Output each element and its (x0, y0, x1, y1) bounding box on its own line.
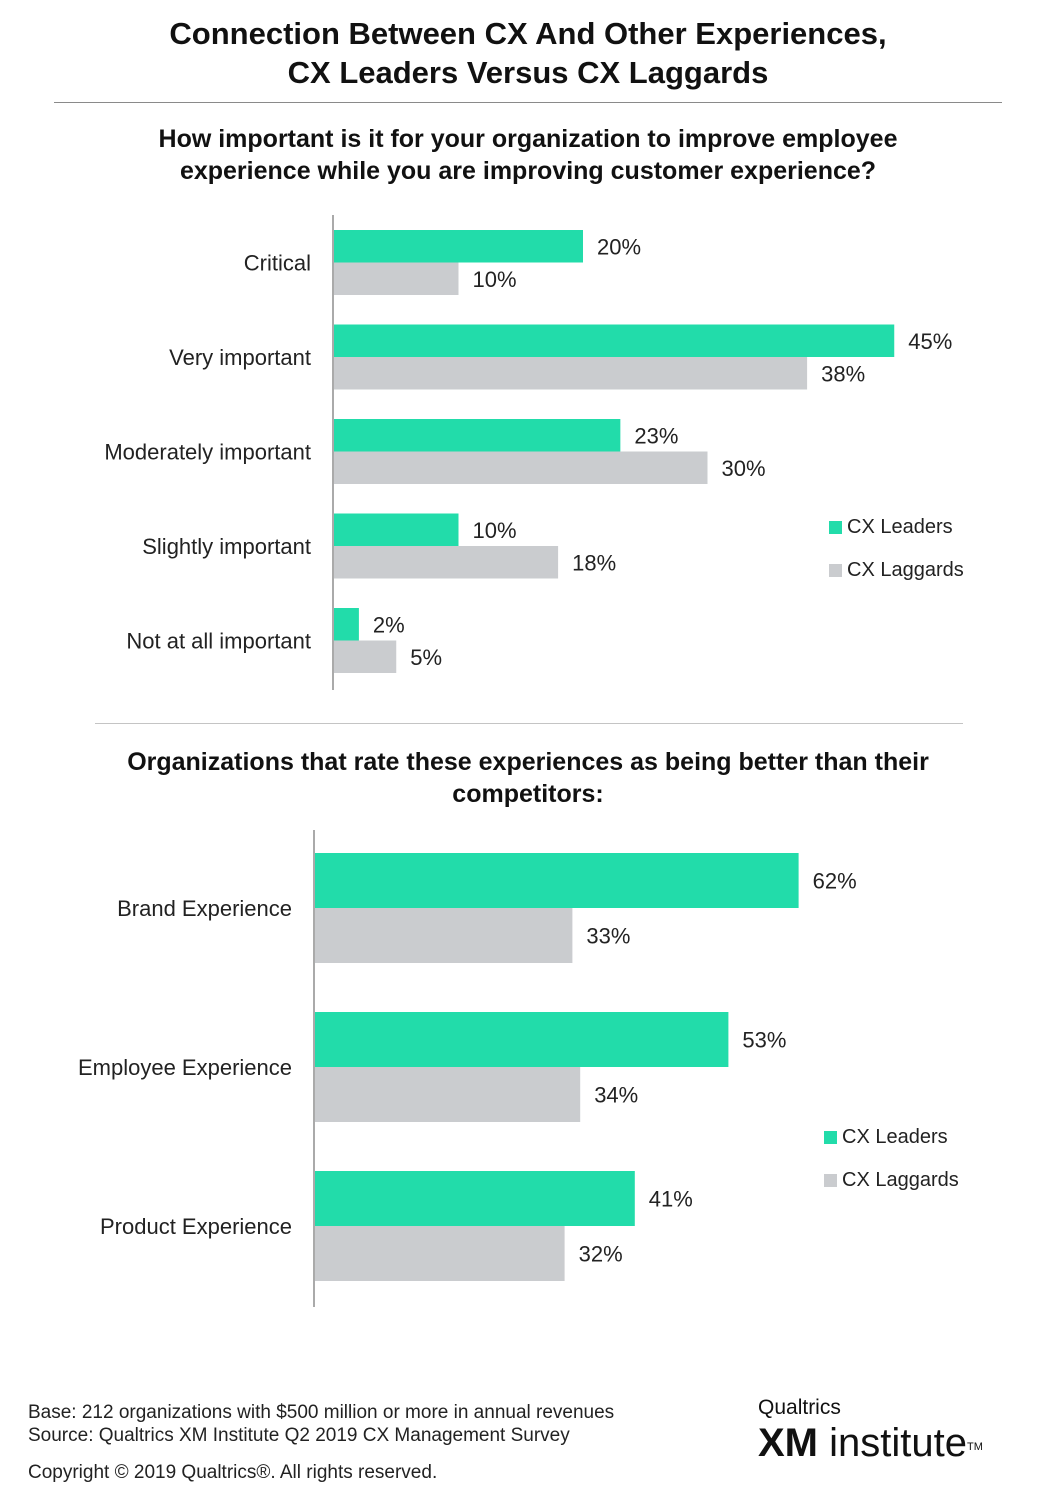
chart-1-title: How important is it for your organizatio… (60, 123, 996, 187)
value-label: 34% (594, 1083, 638, 1108)
xm-institute-logo: Qualtrics XM instituteTM (758, 1396, 1028, 1466)
category-label: Slightly important (142, 534, 311, 559)
legend-swatch-cx-laggards (829, 564, 842, 577)
legend-label-cx-laggards: CX Laggards (842, 1169, 959, 1191)
bar-cx-laggards (334, 262, 459, 295)
value-label: 32% (579, 1242, 623, 1267)
bar-cx-leaders (334, 513, 459, 546)
legend-label-cx-leaders: CX Leaders (842, 1126, 948, 1148)
logo-xm-text: XM (758, 1421, 818, 1465)
bar-cx-laggards (334, 640, 397, 673)
footnote-base: Base: 212 organizations with $500 millio… (28, 1402, 615, 1423)
bar-cx-laggards (315, 1067, 581, 1122)
bar-cx-laggards (334, 357, 808, 390)
chart-1-title-line-1: How important is it for your organizatio… (158, 125, 898, 153)
logo-qualtrics-text: Qualtrics (758, 1396, 841, 1419)
bar-cx-laggards (315, 908, 573, 963)
logo-tm-mark: TM (966, 1441, 983, 1453)
page-title: Connection Between CX And Other Experien… (0, 14, 1056, 92)
chart-1-title-line-2: experience while you are improving custo… (179, 157, 877, 185)
value-label: 18% (572, 550, 616, 575)
legend-label-cx-laggards: CX Laggards (847, 559, 964, 581)
bar-cx-leaders (334, 324, 895, 357)
value-label: 30% (722, 456, 766, 481)
category-label: Brand Experience (117, 896, 292, 921)
value-label: 2% (373, 612, 405, 637)
value-label: 45% (908, 329, 952, 354)
legend-swatch-cx-leaders (824, 1131, 837, 1144)
bar-cx-leaders (334, 608, 359, 641)
value-label: 23% (634, 423, 678, 448)
legend-label-cx-leaders: CX Leaders (847, 516, 953, 538)
copyright-text: Copyright © 2019 Qualtrics®. All rights … (28, 1462, 438, 1483)
bar-cx-leaders (334, 419, 621, 452)
competitor-rating-chart: Brand Experience 62% 33% Employee Experienc… (78, 830, 959, 1307)
value-label: 5% (410, 645, 442, 670)
category-label: Not at all important (126, 629, 311, 654)
category-label: Product Experience (100, 1214, 292, 1239)
value-label: 53% (742, 1028, 786, 1053)
category-label: Critical (244, 251, 311, 276)
logo-institute-text: institute (829, 1421, 967, 1465)
value-label: 33% (586, 924, 630, 949)
category-label: Very important (169, 345, 311, 370)
section-divider (95, 723, 963, 724)
legend-swatch-cx-laggards (824, 1174, 837, 1187)
footnote-source: Source: Qualtrics XM Institute Q2 2019 C… (28, 1425, 570, 1446)
value-label: 10% (473, 267, 517, 292)
bar-cx-laggards (334, 546, 559, 579)
title-line-2: CX Leaders Versus CX Laggards (287, 55, 769, 90)
value-label: 10% (473, 518, 517, 543)
bar-cx-leaders (315, 1171, 635, 1226)
title-line-1: Connection Between CX And Other Experien… (169, 16, 887, 51)
bar-cx-leaders (315, 853, 799, 908)
logo-wordmark: XM instituteTM (758, 1420, 1028, 1466)
value-label: 20% (597, 234, 641, 259)
chart-2-title: Organizations that rate these experience… (60, 746, 996, 810)
title-divider (54, 102, 1002, 103)
bar-cx-laggards (315, 1226, 565, 1281)
value-label: 41% (649, 1187, 693, 1212)
legend-swatch-cx-leaders (829, 521, 842, 534)
chart-2-title-line-1: Organizations that rate these experience… (127, 748, 929, 776)
chart-2-title-line-2: competitors: (452, 780, 604, 808)
importance-chart: Critical 20% 10% Very important 45% 38% Modera… (104, 215, 964, 690)
value-label: 62% (813, 869, 857, 894)
bar-cx-laggards (334, 451, 708, 484)
bar-cx-leaders (315, 1012, 729, 1067)
value-label: 38% (821, 361, 865, 386)
category-label: Employee Experience (78, 1055, 292, 1080)
category-label: Moderately important (104, 440, 311, 465)
bar-cx-leaders (334, 230, 583, 263)
